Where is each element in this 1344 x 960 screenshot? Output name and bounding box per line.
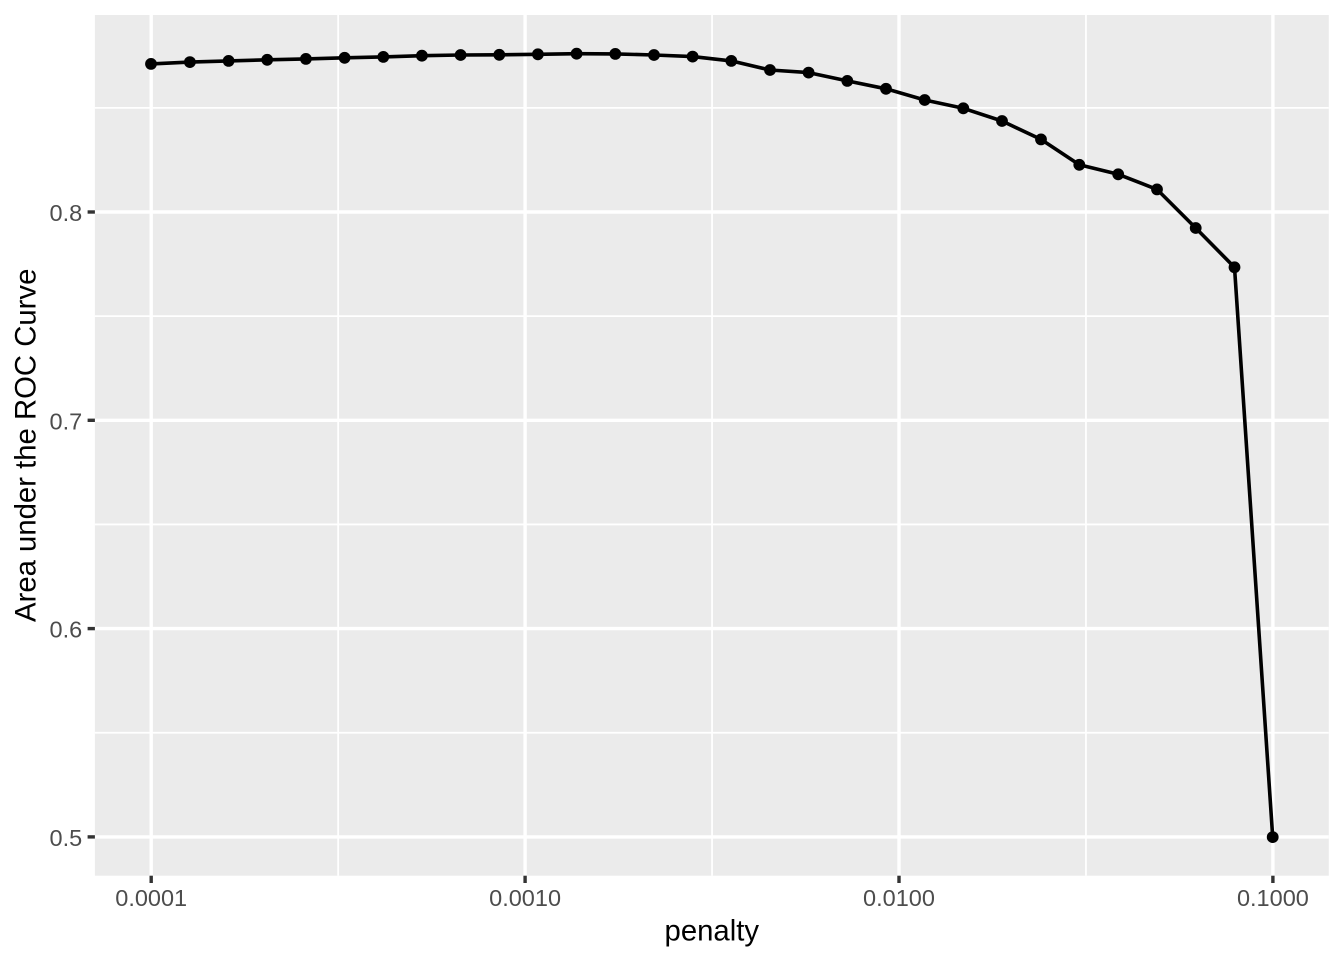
svg-text:0.7: 0.7 [50,408,83,434]
svg-text:0.0100: 0.0100 [863,885,935,911]
svg-text:0.0010: 0.0010 [489,885,561,911]
svg-text:Area under the ROC Curve: Area under the ROC Curve [9,269,42,622]
svg-text:0.1000: 0.1000 [1237,885,1309,911]
svg-text:penalty: penalty [665,915,760,948]
svg-text:0.8: 0.8 [50,200,83,226]
svg-text:0.5: 0.5 [50,825,83,851]
svg-text:0.0001: 0.0001 [115,885,187,911]
svg-text:0.6: 0.6 [50,617,83,643]
